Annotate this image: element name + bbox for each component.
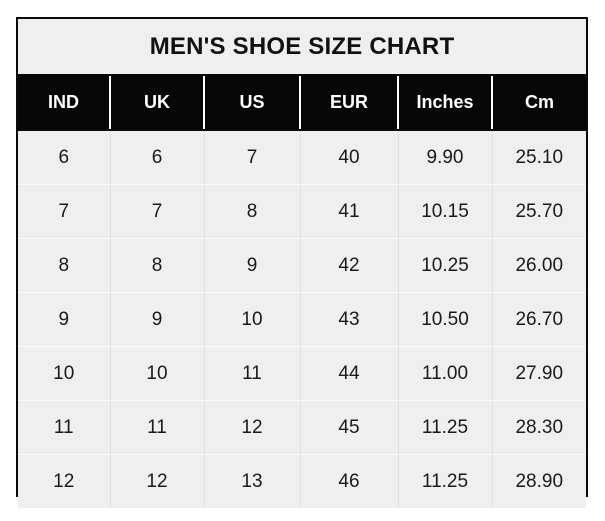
cell-eur: 42 <box>300 238 399 293</box>
column-header-uk: UK <box>110 75 205 131</box>
column-header-ind: IND <box>18 75 111 131</box>
cell-inches: 11.25 <box>398 400 493 455</box>
cell-ind: 8 <box>18 238 111 293</box>
cell-uk: 6 <box>110 130 205 185</box>
table-row: 8 8 9 42 10.25 26.00 <box>18 238 587 293</box>
column-header-inches: Inches <box>398 75 493 131</box>
cell-ind: 6 <box>18 130 111 185</box>
column-header-row: IND UK US EUR Inches Cm <box>18 75 587 131</box>
cell-ind: 11 <box>18 400 111 455</box>
cell-ind: 9 <box>18 292 111 347</box>
cell-us: 7 <box>204 130 301 185</box>
cell-cm: 27.90 <box>492 346 587 401</box>
cell-inches: 10.25 <box>398 238 493 293</box>
cell-inches: 10.50 <box>398 292 493 347</box>
table-row: 12 12 13 46 11.25 28.90 <box>18 454 587 508</box>
cell-us: 11 <box>204 346 301 401</box>
cell-eur: 40 <box>300 130 399 185</box>
cell-us: 8 <box>204 184 301 239</box>
table-row: 9 9 10 43 10.50 26.70 <box>18 292 587 347</box>
cell-uk: 8 <box>110 238 205 293</box>
cell-cm: 25.10 <box>492 130 587 185</box>
cell-eur: 41 <box>300 184 399 239</box>
column-header-us: US <box>204 75 301 131</box>
table-row: 6 6 7 40 9.90 25.10 <box>18 130 587 185</box>
cell-ind: 12 <box>18 454 111 508</box>
cell-inches: 11.25 <box>398 454 493 508</box>
shoe-size-table: MEN'S SHOE SIZE CHART IND UK US EUR Inch… <box>18 19 587 508</box>
cell-eur: 46 <box>300 454 399 508</box>
table-row: 11 11 12 45 11.25 28.30 <box>18 400 587 455</box>
cell-us: 13 <box>204 454 301 508</box>
cell-uk: 10 <box>110 346 205 401</box>
cell-cm: 26.00 <box>492 238 587 293</box>
column-header-cm: Cm <box>492 75 587 131</box>
column-header-eur: EUR <box>300 75 399 131</box>
chart-title: MEN'S SHOE SIZE CHART <box>18 19 587 76</box>
cell-cm: 28.90 <box>492 454 587 508</box>
cell-eur: 43 <box>300 292 399 347</box>
cell-eur: 45 <box>300 400 399 455</box>
cell-uk: 9 <box>110 292 205 347</box>
cell-inches: 10.15 <box>398 184 493 239</box>
table-head: MEN'S SHOE SIZE CHART <box>18 19 587 76</box>
cell-us: 10 <box>204 292 301 347</box>
table-row: 7 7 8 41 10.15 25.70 <box>18 184 587 239</box>
cell-ind: 7 <box>18 184 111 239</box>
cell-cm: 26.70 <box>492 292 587 347</box>
table-body: 6 6 7 40 9.90 25.10 7 7 8 41 10.15 25.70… <box>18 130 587 508</box>
cell-cm: 25.70 <box>492 184 587 239</box>
table-header-row: IND UK US EUR Inches Cm <box>18 75 587 131</box>
cell-cm: 28.30 <box>492 400 587 455</box>
cell-uk: 12 <box>110 454 205 508</box>
cell-inches: 11.00 <box>398 346 493 401</box>
cell-eur: 44 <box>300 346 399 401</box>
cell-uk: 7 <box>110 184 205 239</box>
cell-us: 12 <box>204 400 301 455</box>
cell-uk: 11 <box>110 400 205 455</box>
size-chart-container: MEN'S SHOE SIZE CHART IND UK US EUR Inch… <box>16 17 588 508</box>
table-row: 10 10 11 44 11.00 27.90 <box>18 346 587 401</box>
cell-us: 9 <box>204 238 301 293</box>
title-row: MEN'S SHOE SIZE CHART <box>18 19 587 76</box>
cell-inches: 9.90 <box>398 130 493 185</box>
cell-ind: 10 <box>18 346 111 401</box>
